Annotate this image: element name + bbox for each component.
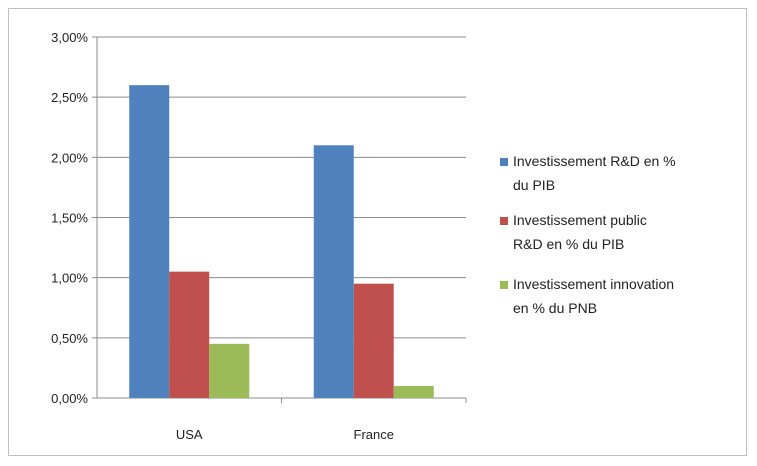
legend-entry-3-line-2: en % du PNB <box>513 300 597 316</box>
legend-swatch-1 <box>500 158 508 166</box>
x-tick-label-usa: USA <box>176 427 203 442</box>
bar-usa-series-1 <box>129 85 170 398</box>
y-tick-label-0: 0,00% <box>51 391 88 406</box>
bar-france-series-3 <box>393 385 434 398</box>
legend-entry-2-line-2: R&D en % du PIB <box>513 236 624 252</box>
legend-entry-1: Investissement R&D en % du PIB <box>513 153 676 193</box>
y-tick-label-5: 2,50% <box>51 90 88 105</box>
legend-entry-3-line-1: Investissement innovation <box>513 276 674 292</box>
y-tick-label-4: 2,00% <box>51 150 88 165</box>
legend-entry-2: Investissement public R&D en % du PIB <box>513 212 647 252</box>
bar-france-series-1 <box>313 145 354 398</box>
y-tick-label-1: 0,50% <box>51 331 88 346</box>
legend-entry-3: Investissement innovation en % du PNB <box>513 276 674 316</box>
legend-entry-1-line-2: du PIB <box>513 177 555 193</box>
legend-swatch-2 <box>500 217 508 225</box>
bar-usa-series-3 <box>209 343 250 398</box>
x-tick-label-france: France <box>354 427 394 442</box>
bar-usa-series-2 <box>169 271 210 398</box>
legend-entry-2-line-1: Investissement public <box>513 212 647 228</box>
legend-swatch-3 <box>500 281 508 289</box>
y-tick-label-6: 3,00% <box>51 30 88 45</box>
bar-france-series-2 <box>353 283 394 398</box>
legend-entry-1-line-1: Investissement R&D en % <box>513 153 676 169</box>
y-tick-label-3: 1,50% <box>51 211 88 226</box>
y-tick-label-2: 1,00% <box>51 271 88 286</box>
